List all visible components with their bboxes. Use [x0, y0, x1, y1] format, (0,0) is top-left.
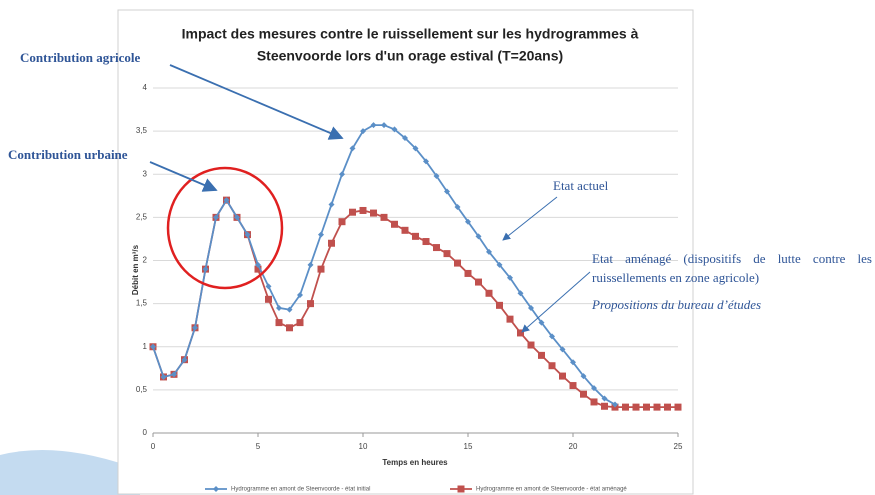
data-point: [286, 324, 293, 331]
data-point: [654, 404, 661, 411]
y-tick-label: 2,5: [136, 212, 148, 221]
data-point: [402, 227, 409, 234]
annotation: Etat actuel: [553, 178, 608, 194]
x-tick-label: 10: [359, 442, 368, 451]
data-point: [633, 404, 640, 411]
y-axis-label: Débit en m³/s: [131, 244, 140, 295]
chart: Impact des mesures contre le ruisselleme…: [0, 0, 875, 495]
y-tick-label: 1,5: [136, 299, 148, 308]
data-point: [622, 404, 629, 411]
annotation: Contribution agricole: [20, 50, 140, 66]
y-tick-label: 1: [143, 342, 148, 351]
data-point: [423, 238, 430, 245]
data-point: [538, 352, 545, 359]
annotation: Contribution urbaine: [8, 147, 128, 163]
data-point: [307, 300, 314, 307]
x-axis-label: Temps en heures: [382, 458, 448, 467]
data-point: [507, 316, 514, 323]
data-point: [328, 240, 335, 247]
y-tick-label: 0: [143, 428, 148, 437]
x-tick-label: 20: [569, 442, 578, 451]
data-point: [391, 221, 398, 228]
data-point: [643, 404, 650, 411]
y-tick-label: 4: [143, 83, 148, 92]
chart-title: Steenvoorde lors d'un orage estival (T=2…: [257, 48, 563, 64]
x-tick-label: 0: [151, 442, 156, 451]
data-point: [444, 250, 451, 257]
data-point: [570, 382, 577, 389]
data-point: [664, 404, 671, 411]
data-point: [559, 373, 566, 380]
data-point: [549, 362, 556, 369]
data-point: [297, 319, 304, 326]
data-point: [318, 266, 325, 273]
data-point: [675, 404, 682, 411]
data-point: [412, 233, 419, 240]
data-point: [265, 296, 272, 303]
annotation: Propositions du bureau d’études: [592, 297, 761, 313]
y-tick-label: 3: [143, 169, 148, 178]
data-point: [601, 403, 608, 410]
data-point: [465, 270, 472, 277]
legend-label: Hydrogramme en amont de Steenvoorde - ét…: [231, 487, 370, 493]
x-tick-label: 15: [464, 442, 473, 451]
y-tick-label: 2: [143, 256, 148, 265]
y-tick-label: 0,5: [136, 385, 148, 394]
data-point: [349, 209, 356, 216]
annotation: Etat aménagé (dispositifs de lutte contr…: [592, 249, 872, 287]
data-point: [486, 290, 493, 297]
data-point: [381, 214, 388, 221]
legend-label: Hydrogramme en amont de Steenvoorde - ét…: [476, 487, 627, 493]
data-point: [276, 319, 283, 326]
x-tick-label: 5: [256, 442, 261, 451]
chart-title: Impact des mesures contre le ruisselleme…: [182, 26, 639, 42]
data-point: [433, 244, 440, 251]
data-point: [475, 279, 482, 286]
data-point: [454, 260, 461, 267]
data-point: [528, 342, 535, 349]
data-point: [591, 398, 598, 405]
page: Impact des mesures contre le ruisselleme…: [0, 0, 875, 495]
y-tick-label: 3,5: [136, 126, 148, 135]
data-point: [360, 207, 367, 214]
data-point: [496, 302, 503, 309]
data-point: [339, 218, 346, 225]
data-point: [580, 391, 587, 398]
data-point: [370, 210, 377, 217]
x-tick-label: 25: [674, 442, 683, 451]
